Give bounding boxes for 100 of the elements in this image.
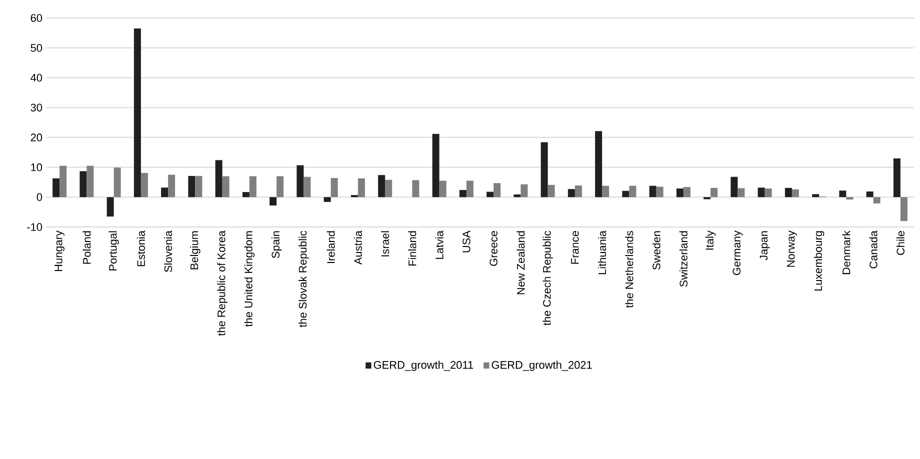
bar bbox=[134, 28, 141, 198]
x-tick-label: Luxembourg bbox=[814, 231, 824, 291]
x-tick-label: Switzerland bbox=[679, 231, 688, 287]
bar bbox=[270, 197, 277, 206]
x-tick-label: Japan bbox=[760, 231, 770, 260]
x-tick-label: Hungary bbox=[54, 230, 64, 272]
bar bbox=[602, 186, 610, 198]
x-tick-label: Estonia bbox=[136, 230, 145, 266]
x-tick-label: Germany bbox=[732, 230, 743, 276]
bar bbox=[324, 197, 331, 202]
x-tick-label: Norway bbox=[787, 230, 797, 267]
bar bbox=[758, 188, 765, 198]
x-tick-label: Portugal bbox=[108, 231, 119, 270]
bar bbox=[412, 180, 420, 198]
bar bbox=[676, 188, 684, 198]
bar bbox=[846, 197, 854, 200]
bar bbox=[574, 186, 582, 198]
bar bbox=[106, 197, 114, 217]
x-tick-label: Latvia bbox=[435, 230, 444, 259]
x-tick-label: Austria bbox=[354, 230, 362, 265]
bar bbox=[494, 183, 501, 198]
x-tick-label: Slovenia bbox=[164, 230, 172, 272]
x-tick-label: Denmark bbox=[842, 230, 850, 274]
legend-label: GERD_growth_2011 bbox=[374, 360, 474, 371]
bar bbox=[385, 180, 392, 198]
y-tick-label: 10 bbox=[31, 163, 42, 172]
x-tick-label: the Slovak Republic bbox=[298, 230, 309, 328]
bar bbox=[330, 178, 338, 198]
x-tick-label: the Netherlands bbox=[625, 230, 634, 308]
x-tick-label: Canada bbox=[869, 230, 878, 268]
y-tick-label: -10 bbox=[27, 223, 42, 231]
bar bbox=[548, 184, 555, 198]
y-tick-label: 50 bbox=[30, 44, 42, 52]
legend-label: GERD_growth_2021 bbox=[492, 360, 592, 371]
bar bbox=[568, 189, 575, 198]
bar bbox=[764, 188, 772, 198]
bar bbox=[276, 176, 284, 198]
bar bbox=[80, 171, 87, 198]
bar bbox=[730, 176, 738, 198]
bar bbox=[792, 189, 799, 198]
x-tick-label: the Republic of Korea bbox=[217, 230, 228, 336]
x-tick-label: Chile bbox=[896, 231, 904, 255]
bar bbox=[520, 184, 528, 198]
y-tick-label: 60 bbox=[30, 14, 42, 22]
bar bbox=[358, 178, 365, 198]
bar bbox=[140, 172, 148, 198]
x-tick-label: Spain bbox=[271, 231, 282, 258]
y-tick-label: 30 bbox=[30, 104, 42, 112]
bar bbox=[249, 176, 256, 198]
x-tick-label: Lithuania bbox=[598, 230, 606, 274]
bar bbox=[114, 168, 121, 198]
y-tick-label: 40 bbox=[30, 74, 42, 82]
bar bbox=[459, 190, 466, 198]
bar bbox=[52, 178, 60, 198]
bar bbox=[486, 192, 494, 198]
bar bbox=[215, 160, 222, 198]
x-tick-label: the United Kingdom bbox=[244, 231, 255, 327]
bar bbox=[595, 131, 602, 198]
bar bbox=[839, 190, 846, 198]
bar bbox=[222, 176, 230, 198]
bar bbox=[378, 175, 386, 198]
x-tick-label: Sweden bbox=[652, 231, 660, 270]
x-tick-label: France bbox=[571, 231, 579, 264]
bar bbox=[466, 180, 474, 198]
bar bbox=[738, 188, 745, 198]
x-tick-label: Belgium bbox=[190, 231, 200, 270]
x-tick-label: the Czech Republic bbox=[542, 230, 553, 326]
bar bbox=[514, 194, 521, 198]
x-tick-label: New Zealand bbox=[516, 231, 525, 294]
bar bbox=[168, 174, 176, 198]
x-tick-label: Israel bbox=[381, 231, 390, 256]
bar bbox=[873, 197, 880, 204]
bar bbox=[683, 186, 690, 198]
bar bbox=[784, 188, 792, 198]
bar bbox=[710, 188, 718, 198]
bar bbox=[161, 188, 168, 198]
bar bbox=[649, 186, 656, 198]
x-tick-label: Poland bbox=[82, 231, 91, 264]
bar bbox=[622, 190, 630, 198]
bar bbox=[242, 192, 250, 198]
bar bbox=[86, 166, 94, 198]
y-tick-label: 0 bbox=[36, 193, 42, 202]
bar bbox=[629, 186, 636, 198]
bar bbox=[866, 191, 874, 198]
bar bbox=[439, 180, 446, 198]
bar bbox=[812, 194, 820, 198]
bar bbox=[656, 186, 664, 198]
bar bbox=[188, 176, 196, 198]
x-tick-label: Italy bbox=[705, 230, 716, 250]
bar bbox=[60, 166, 67, 198]
y-tick-label: 20 bbox=[30, 134, 42, 142]
bar bbox=[304, 176, 311, 198]
bar bbox=[296, 165, 304, 198]
bar bbox=[432, 134, 440, 198]
bar bbox=[893, 158, 900, 198]
x-tick-label: Ireland bbox=[326, 231, 335, 264]
x-tick-label: Greece bbox=[490, 231, 498, 266]
bar bbox=[195, 176, 202, 198]
x-tick-label: Finland bbox=[408, 231, 416, 266]
bar bbox=[900, 197, 908, 222]
